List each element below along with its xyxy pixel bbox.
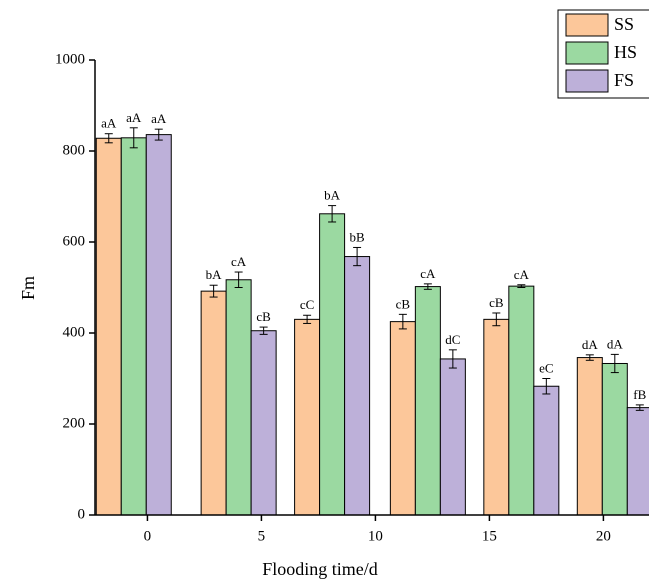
legend-swatch bbox=[565, 41, 609, 65]
legend-label: SS bbox=[614, 14, 634, 34]
value-label: dA bbox=[582, 337, 599, 352]
value-label: cB bbox=[489, 295, 504, 310]
y-tick-label: 600 bbox=[63, 233, 86, 249]
error-bar bbox=[398, 313, 407, 330]
value-label: aA bbox=[126, 110, 142, 125]
bar bbox=[508, 285, 535, 516]
x-tick-label: 0 bbox=[144, 528, 152, 544]
error-bar bbox=[517, 284, 526, 288]
value-label: bA bbox=[206, 267, 223, 282]
y-tick-label: 800 bbox=[63, 142, 86, 158]
x-tick-label: 20 bbox=[596, 528, 611, 544]
value-label: dA bbox=[607, 336, 624, 351]
value-label: fB bbox=[633, 387, 646, 402]
error-bar bbox=[259, 326, 268, 335]
bar bbox=[225, 279, 252, 516]
error-bar bbox=[129, 127, 138, 149]
bar bbox=[483, 318, 510, 516]
value-label: aA bbox=[101, 116, 117, 131]
bar bbox=[95, 137, 122, 516]
y-axis-title: Fm bbox=[18, 276, 38, 300]
bar bbox=[344, 256, 371, 516]
bar bbox=[389, 321, 416, 516]
value-label: cB bbox=[256, 309, 271, 324]
bar bbox=[533, 385, 560, 516]
error-bar bbox=[104, 133, 113, 144]
bar bbox=[601, 362, 628, 516]
y-tick-label: 400 bbox=[63, 324, 86, 340]
error-bar bbox=[209, 284, 218, 298]
y-tick-label: 1000 bbox=[55, 51, 85, 67]
legend-label: FS bbox=[614, 70, 634, 90]
legend-label: HS bbox=[614, 42, 637, 62]
legend-swatch bbox=[565, 69, 609, 93]
error-bar bbox=[610, 353, 619, 374]
value-label: eC bbox=[539, 360, 553, 375]
x-axis-title: Flooding time/d bbox=[262, 559, 378, 579]
bar bbox=[120, 137, 147, 516]
error-bar bbox=[635, 404, 644, 411]
error-bar bbox=[585, 354, 594, 361]
value-label: dC bbox=[445, 332, 460, 347]
bar bbox=[145, 134, 172, 516]
bar bbox=[200, 290, 227, 516]
error-bar bbox=[492, 312, 501, 327]
value-label: cB bbox=[396, 296, 411, 311]
bar bbox=[576, 357, 603, 516]
error-bar bbox=[353, 246, 362, 267]
x-tick-label: 5 bbox=[258, 528, 266, 544]
value-label: bA bbox=[324, 188, 341, 203]
value-label: cA bbox=[420, 266, 436, 281]
x-tick-label: 10 bbox=[368, 528, 383, 544]
bar bbox=[319, 213, 346, 516]
value-label: aA bbox=[151, 111, 167, 126]
error-bar bbox=[542, 378, 551, 395]
value-label: cC bbox=[300, 297, 314, 312]
value-label: bB bbox=[350, 229, 366, 244]
error-bar bbox=[303, 314, 312, 324]
error-bar bbox=[448, 349, 457, 369]
bar bbox=[250, 330, 277, 516]
bar bbox=[414, 286, 441, 516]
legend-swatch bbox=[565, 13, 609, 37]
error-bar bbox=[328, 205, 337, 223]
value-label: cA bbox=[231, 254, 247, 269]
bar bbox=[626, 407, 649, 516]
value-label: cA bbox=[514, 267, 530, 282]
y-tick-label: 0 bbox=[78, 506, 86, 522]
error-bar bbox=[234, 271, 243, 288]
bar bbox=[439, 358, 466, 516]
x-tick-label: 15 bbox=[482, 528, 497, 544]
y-tick-label: 200 bbox=[63, 415, 86, 431]
bar bbox=[294, 318, 321, 516]
error-bar bbox=[423, 283, 432, 290]
error-bar bbox=[154, 128, 163, 141]
